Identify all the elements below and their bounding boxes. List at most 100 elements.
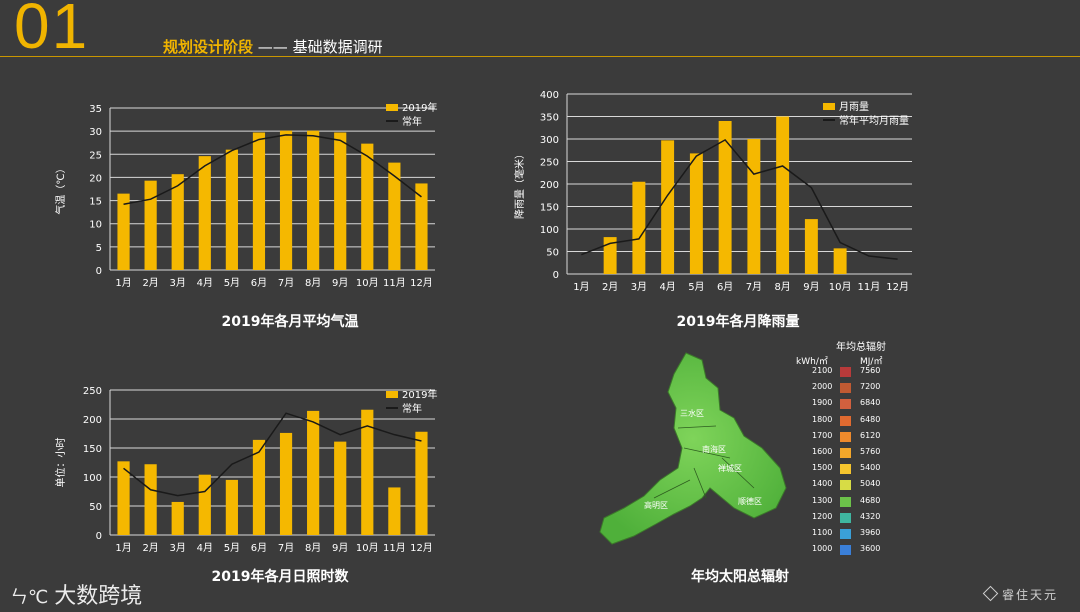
district-label: 禅城区 <box>718 463 742 473</box>
x-tick-label: 5月 <box>688 281 704 293</box>
bar <box>252 439 266 535</box>
y-tick-label: 400 <box>540 90 559 101</box>
y-tick-label: 0 <box>96 266 102 277</box>
legend-value-kwh: 1600 <box>812 447 833 456</box>
bar <box>334 132 347 270</box>
y-tick-label: 0 <box>96 531 102 542</box>
bar <box>252 132 266 270</box>
bar <box>603 237 617 274</box>
sunshine-chart: 0 50 100 150 200 250 单位：小时 1月 2月 3月 4月 5月 6月 7月 8月 9月 10… <box>54 386 437 554</box>
logo-mark: ㄣ℃ <box>10 587 49 608</box>
legend-color-swatch <box>840 383 851 394</box>
legend-color-swatch <box>840 545 851 556</box>
bar <box>689 153 703 274</box>
bar <box>144 180 157 270</box>
radiation-map-title: 年均太阳总辐射 <box>691 569 789 585</box>
page-title: 规划设计阶段 —— 基础数据调研 <box>163 36 383 57</box>
header-divider <box>0 56 1080 57</box>
legend-value-mj: 4680 <box>860 495 881 505</box>
legend-value-kwh: 1100 <box>812 528 833 537</box>
bar <box>388 162 401 270</box>
legend-color-swatch <box>840 399 851 410</box>
bar <box>198 156 211 270</box>
legend-value-kwh: 1200 <box>812 511 833 521</box>
x-tick-label: 1月 <box>115 277 131 289</box>
bar <box>307 410 320 535</box>
radiation-unit-left: kWh/㎡ <box>796 357 828 367</box>
x-tick-label: 12月 <box>886 281 909 293</box>
legend-value-kwh: 2000 <box>812 382 833 392</box>
x-tick-label: 8月 <box>305 277 321 289</box>
y-tick-label: 200 <box>83 415 102 426</box>
bar <box>144 464 157 535</box>
district-label: 顺德区 <box>738 496 762 506</box>
bar <box>225 149 238 270</box>
y-axis-label: 单位：小时 <box>54 438 67 488</box>
legend-swatch <box>386 391 398 398</box>
legend-value-kwh: 1400 <box>812 479 833 489</box>
y-tick-label: 300 <box>540 135 559 146</box>
brand: 睿住天元 <box>982 585 1058 603</box>
x-tick-label: 11月 <box>383 542 406 554</box>
series-line <box>123 412 422 497</box>
x-tick-label: 4月 <box>197 277 213 289</box>
bar <box>279 432 293 535</box>
bar <box>171 501 184 535</box>
sunshine-chart-title: 2019年各月日照时数 <box>211 569 349 585</box>
x-tick-label: 11月 <box>858 281 881 293</box>
legend-value-kwh: 1300 <box>812 495 833 505</box>
x-tick-label: 2月 <box>142 542 158 554</box>
x-tick-label: 2月 <box>602 281 618 293</box>
y-tick-label: 5 <box>96 243 102 254</box>
bar <box>334 441 347 535</box>
y-tick-label: 200 <box>540 180 559 191</box>
x-tick-label: 8月 <box>774 281 790 293</box>
legend-color-swatch <box>840 529 851 539</box>
x-tick-label: 12月 <box>410 277 433 289</box>
bar <box>833 248 847 274</box>
bar <box>171 174 184 270</box>
bar <box>415 431 428 535</box>
legend-value-kwh: 1500 <box>812 463 833 473</box>
bar <box>776 116 790 274</box>
y-tick-label: 50 <box>546 248 559 259</box>
x-tick-label: 9月 <box>332 542 348 554</box>
legend-label: 常年 <box>402 115 422 128</box>
district-label: 南海区 <box>702 444 726 454</box>
map-region <box>599 352 787 545</box>
y-tick-label: 20 <box>89 173 102 184</box>
y-tick-label: 50 <box>89 502 102 513</box>
legend-color-swatch <box>840 480 851 491</box>
y-tick-label: 150 <box>540 203 559 214</box>
legend-value-kwh: 1900 <box>812 398 833 408</box>
legend-label: 2019年 <box>402 101 437 114</box>
x-tick-label: 4月 <box>659 281 675 293</box>
bar <box>279 130 293 270</box>
rainfall-chart-title: 2019年各月降雨量 <box>676 314 800 330</box>
x-tick-label: 4月 <box>197 542 213 554</box>
x-tick-label: 7月 <box>278 542 294 554</box>
legend-value-kwh: 1700 <box>812 430 833 440</box>
legend-value-mj: 4320 <box>860 511 881 521</box>
legend-value-mj: 6480 <box>860 414 881 424</box>
legend-color-swatch <box>840 415 851 426</box>
district-borders <box>653 425 755 499</box>
legend-value-kwh: 1800 <box>812 414 833 424</box>
legend-value-mj: 6840 <box>860 398 881 408</box>
legend-color-swatch <box>840 464 851 475</box>
x-tick-label: 7月 <box>278 277 294 289</box>
brand-text: 睿住天元 <box>1001 588 1058 602</box>
legend-value-kwh: 2100 <box>812 366 833 375</box>
y-tick-label: 100 <box>540 225 559 236</box>
legend-value-mj: 7200 <box>860 382 881 392</box>
legend-color-swatch <box>840 496 851 507</box>
x-tick-label: 1月 <box>573 281 589 293</box>
y-tick-label: 35 <box>89 104 102 115</box>
x-tick-label: 10月 <box>356 277 379 289</box>
legend-value-mj: 6120 <box>860 430 881 440</box>
y-tick-label: 250 <box>83 386 102 397</box>
legend-value-kwh: 1000 <box>812 544 833 554</box>
x-tick-label: 5月 <box>224 542 240 554</box>
page-title-main: 规划设计阶段 <box>163 38 254 56</box>
x-tick-label: 2月 <box>142 277 158 289</box>
